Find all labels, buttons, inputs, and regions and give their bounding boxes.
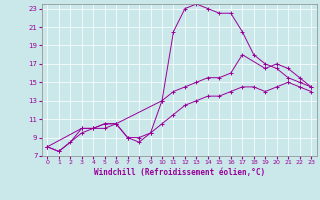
X-axis label: Windchill (Refroidissement éolien,°C): Windchill (Refroidissement éolien,°C) <box>94 168 265 177</box>
